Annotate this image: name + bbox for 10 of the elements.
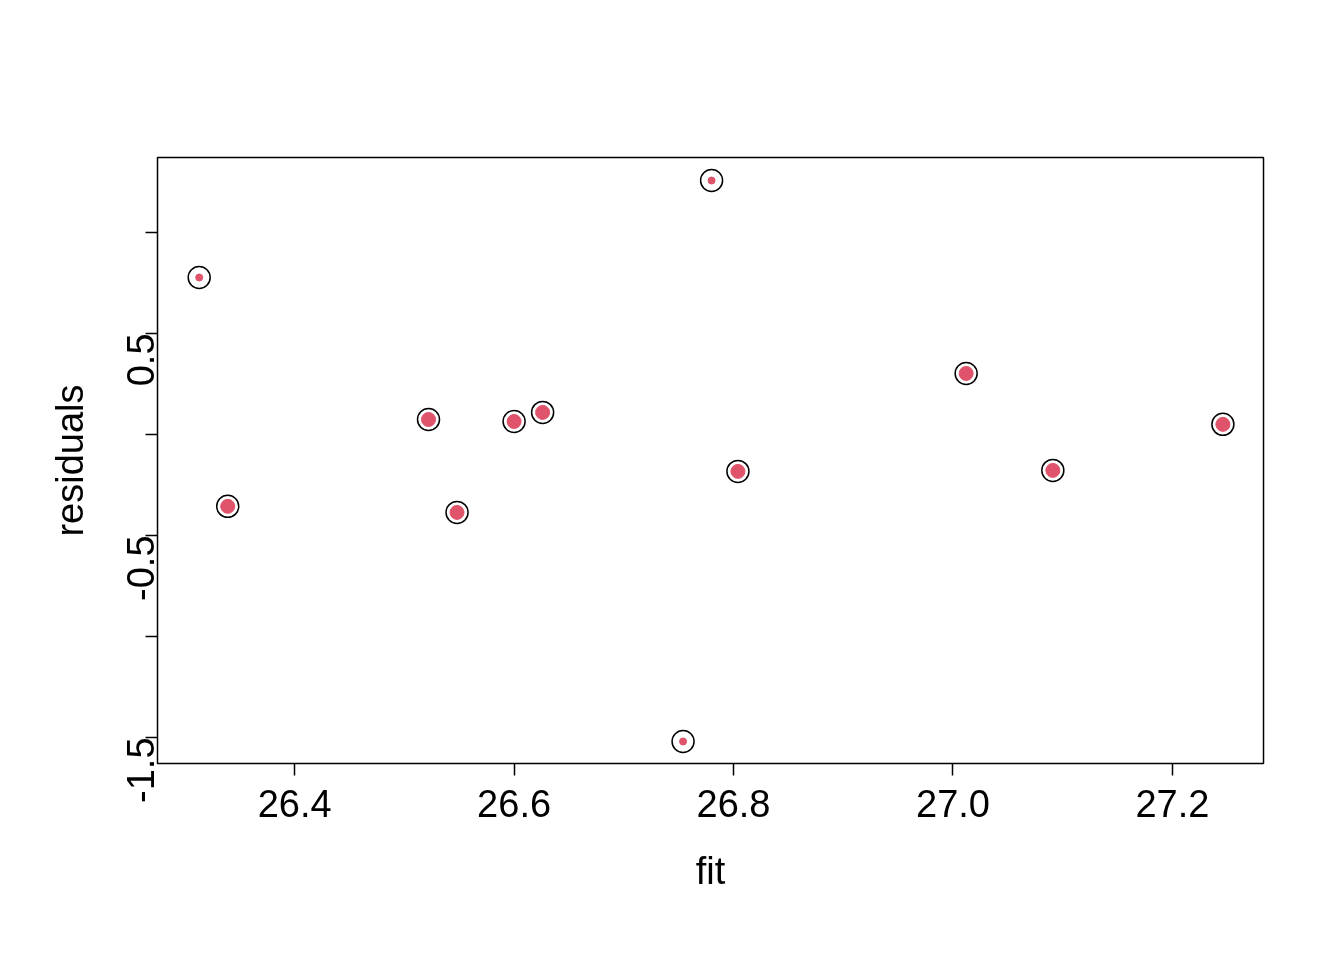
x-tick-label: 26.8: [696, 782, 771, 825]
x-tick-label: 27.0: [916, 782, 990, 825]
x-tick-label: 26.4: [257, 782, 332, 825]
y-tick-label: 0.5: [120, 333, 162, 387]
y-axis-title: residuals: [48, 384, 91, 537]
x-tick-label: 26.6: [477, 782, 552, 825]
x-axis-title: fit: [695, 849, 726, 892]
y-tick-label: -1.5: [120, 737, 162, 803]
x-tick-label: 27.2: [1135, 782, 1210, 825]
y-tick-label: -0.5: [120, 535, 162, 601]
